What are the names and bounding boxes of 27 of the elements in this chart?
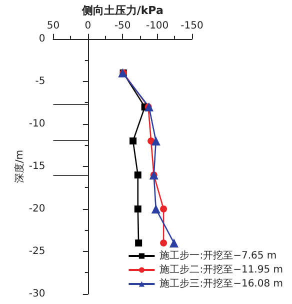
point xyxy=(148,137,155,144)
x-tick-label: -150 xyxy=(180,20,204,32)
y-tick-label: -10 xyxy=(28,118,46,130)
point xyxy=(169,238,178,248)
point xyxy=(135,239,142,246)
y-tick-label: -5 xyxy=(35,76,46,87)
x-tick-label: -50 xyxy=(114,20,131,32)
point xyxy=(151,204,160,214)
y-axis-title: 深度/m xyxy=(14,150,26,184)
x-axis-title: 侧向土压力/kPa xyxy=(80,4,164,17)
x-tick-label: 0 xyxy=(84,20,92,32)
y-tick-label: -15 xyxy=(28,160,46,172)
legend-label: 施工步一:开挖至−7.65 m xyxy=(160,250,277,262)
point xyxy=(160,239,168,246)
x-tick-label: -100 xyxy=(146,20,169,32)
point xyxy=(130,137,137,144)
y-tick-label: -30 xyxy=(28,288,46,300)
x-tick-label: 50 xyxy=(46,20,60,32)
point xyxy=(134,171,142,178)
y-tick-label: 0 xyxy=(38,33,46,44)
legend-label: 施工步三:开挖至−16.08 m xyxy=(160,278,283,290)
point xyxy=(160,205,168,212)
point xyxy=(134,205,142,212)
legend-label: 施工步二:开挖至−11.95 m xyxy=(160,264,283,276)
point xyxy=(151,136,160,146)
y-tick-label: -20 xyxy=(28,203,46,214)
y-tick-label: -25 xyxy=(28,246,46,257)
